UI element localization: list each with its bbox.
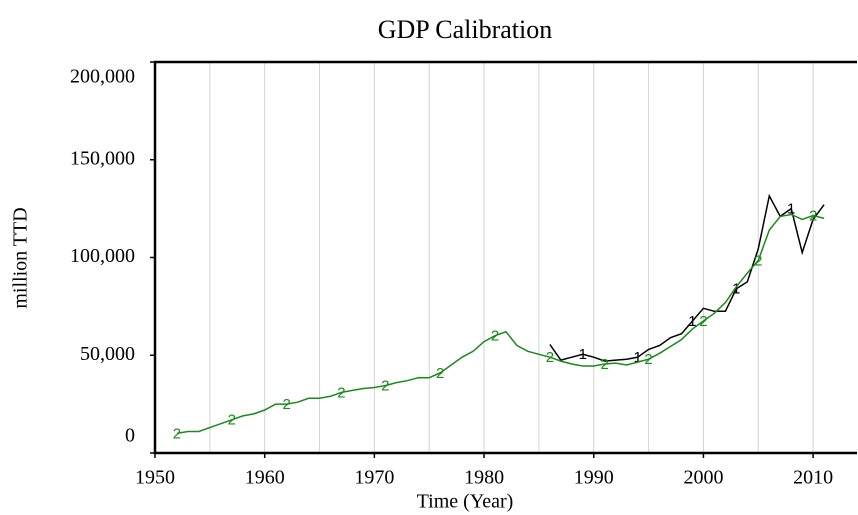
series-marker: 1 xyxy=(579,346,587,363)
series-marker: 1 xyxy=(732,281,740,298)
series-line xyxy=(176,213,825,435)
x-tick-label: 1960 xyxy=(245,467,285,489)
series-marker: 2 xyxy=(337,384,345,401)
series-marker: 2 xyxy=(282,396,290,413)
series-marker: 2 xyxy=(173,425,181,442)
x-tick-label: 2010 xyxy=(793,467,833,489)
y-tick-label: 150,000 xyxy=(70,147,135,169)
y-axis-label: million TTD xyxy=(10,207,32,308)
series-marker: 2 xyxy=(546,349,554,366)
series-marker: 2 xyxy=(644,351,652,368)
y-tick-label: 200,000 xyxy=(70,66,135,88)
series-marker: 2 xyxy=(601,356,609,373)
series-marker: 2 xyxy=(491,328,499,345)
x-tick-label: 1990 xyxy=(574,467,614,489)
series-marker: 2 xyxy=(754,252,762,269)
x-tick-label: 1980 xyxy=(464,467,504,489)
x-tick-label: 2000 xyxy=(683,467,723,489)
x-axis-label: Time (Year) xyxy=(417,491,514,513)
series-marker: 2 xyxy=(809,207,817,224)
chart-title: GDP Calibration xyxy=(378,15,553,44)
series-marker: 1 xyxy=(688,313,696,330)
series-marker: 1 xyxy=(787,201,795,218)
y-tick-label: 0 xyxy=(125,425,135,447)
x-tick-label: 1970 xyxy=(354,467,394,489)
series-marker: 2 xyxy=(699,313,707,330)
series-marker: 2 xyxy=(228,412,236,429)
y-tick-label: 50,000 xyxy=(80,343,135,365)
y-tick-label: 100,000 xyxy=(70,245,135,267)
plot-frame xyxy=(153,60,857,455)
series-marker: 2 xyxy=(436,365,444,382)
series-marker: 1 xyxy=(633,349,641,366)
series-line xyxy=(549,193,825,362)
series-marker: 2 xyxy=(381,378,389,395)
x-tick-label: 1950 xyxy=(135,467,175,489)
